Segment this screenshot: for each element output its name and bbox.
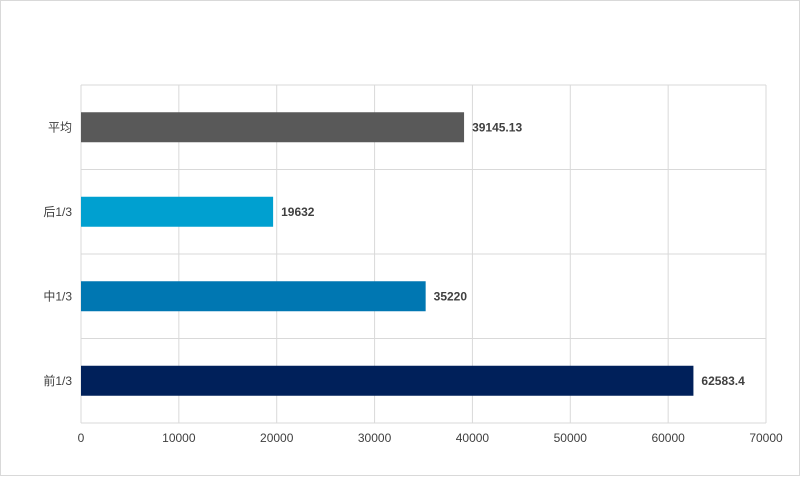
x-tick-label-1: 10000 xyxy=(162,431,196,445)
data-labels: 39145.13 19632 35220 62583.4 xyxy=(281,120,745,388)
category-label-1: 后1/3 xyxy=(43,205,72,219)
x-tick-label-4: 40000 xyxy=(456,431,490,445)
x-axis-ticks: 0 10000 20000 30000 40000 50000 60000 70000 xyxy=(78,431,783,445)
gridlines xyxy=(80,84,767,424)
x-tick-label-6: 60000 xyxy=(651,431,685,445)
category-label-2: 中1/3 xyxy=(43,288,72,303)
data-label-2: 35220 xyxy=(434,289,468,303)
x-tick-label-5: 50000 xyxy=(554,431,588,445)
x-tick-label-7: 70000 xyxy=(749,431,783,445)
data-label-0: 39145.13 xyxy=(472,120,522,134)
data-label-3: 62583.4 xyxy=(701,374,745,388)
bar-1 xyxy=(81,196,274,227)
bars xyxy=(81,112,694,396)
x-tick-label-0: 0 xyxy=(78,431,85,445)
bar-2 xyxy=(81,281,426,312)
bar-0 xyxy=(81,112,465,143)
bar-3 xyxy=(81,365,694,396)
x-tick-label-3: 30000 xyxy=(358,431,392,445)
category-label-3: 前1/3 xyxy=(43,373,72,388)
category-label-0: 平均 xyxy=(48,120,72,134)
x-tick-label-2: 20000 xyxy=(260,431,294,445)
data-label-1: 19632 xyxy=(281,205,315,219)
